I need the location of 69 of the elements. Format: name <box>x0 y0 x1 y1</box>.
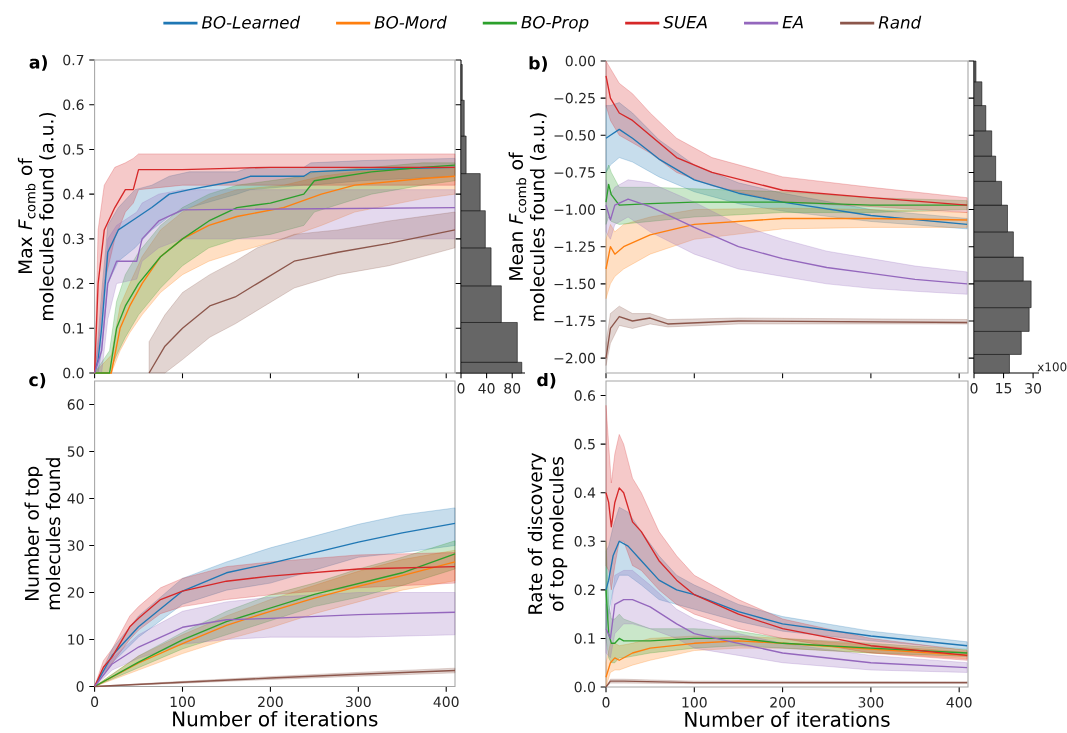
x-tick-label: 300 <box>858 697 884 708</box>
y-tick-label: 0.4 <box>574 487 596 498</box>
x-tick-label: 0 <box>602 697 610 708</box>
y-tick-label: 0.5 <box>63 144 84 155</box>
x-tick-label: 15 <box>996 383 1012 394</box>
y-tick-label: −1.75 <box>554 315 595 327</box>
y-tick-label: 0.1 <box>574 633 595 644</box>
y-tick-label: 20 <box>67 587 84 598</box>
x-axis-title: Number of iterations <box>173 710 378 727</box>
legend-label: EA <box>782 16 803 29</box>
chart-title: c) <box>29 372 46 389</box>
y-tick-label: 60 <box>67 399 84 410</box>
x-tick-label: 200 <box>770 697 795 708</box>
line-series <box>605 487 968 657</box>
y-tick-label: 0.3 <box>574 535 595 547</box>
legend-label: Rand <box>878 15 922 29</box>
x-tick-label: 0 <box>457 383 465 394</box>
y-tick-label: 0.4 <box>63 188 84 200</box>
line-series <box>605 589 968 654</box>
line-series <box>605 315 968 359</box>
x-tick-label: 30 <box>1025 383 1042 394</box>
y-axis-title: Number of top molecules found <box>24 458 61 610</box>
legend-label: SUEA <box>663 15 707 29</box>
y-tick-label: −2.00 <box>554 352 596 364</box>
x-tick-label: 200 <box>258 696 283 708</box>
y-tick-label: −0.75 <box>554 167 595 178</box>
y-tick-label: 0.0 <box>574 681 596 693</box>
x-tick-label: 0 <box>970 383 978 394</box>
x-tick-label: 100 <box>682 697 707 708</box>
x-axis-title: Number of iterations <box>685 711 890 727</box>
y-tick-label: −0.25 <box>554 92 595 104</box>
x-tick-label: 400 <box>946 697 972 708</box>
y-tick-label: 0 <box>76 681 84 692</box>
y-tick-label: 0.6 <box>574 390 596 401</box>
x-tick-label: 300 <box>346 696 371 708</box>
y-tick-label: 0.3 <box>63 233 84 245</box>
y-tick-label: 0.6 <box>63 99 84 111</box>
chart-title: a) <box>29 55 47 71</box>
legend-label: BO-Mord <box>374 15 447 29</box>
y-tick-label: 0.00 <box>565 55 596 67</box>
y-tick-label: 0.2 <box>63 278 84 289</box>
y-tick-label: −1.25 <box>554 241 595 252</box>
line-series <box>605 128 968 226</box>
line-series <box>605 598 968 669</box>
chart-title: d) <box>537 372 556 389</box>
y-tick-label: 0.7 <box>63 54 84 66</box>
y-tick-label: −1.00 <box>554 204 596 215</box>
y-tick-label: −0.50 <box>554 129 596 141</box>
x-tick-label: 0 <box>91 696 99 708</box>
y-tick-label: 50 <box>67 446 84 457</box>
y-tick-label: 30 <box>67 540 84 551</box>
line-series <box>605 198 968 285</box>
x-tick-label: 40 <box>478 383 495 394</box>
y-tick-label: −1.50 <box>554 278 596 290</box>
chart-title: b) <box>529 56 547 72</box>
y-tick-label: 0.1 <box>63 322 84 334</box>
x-tick-label: 80 <box>504 383 521 394</box>
annotation: x100 <box>1037 362 1067 372</box>
y-tick-label: 0.2 <box>574 584 595 596</box>
legend-label: BO-Learned <box>201 15 301 29</box>
legend-label: BO-Prop <box>521 15 589 32</box>
x-tick-label: 400 <box>433 696 459 708</box>
y-tick-label: 0.0 <box>63 367 84 379</box>
line-series <box>605 217 968 270</box>
y-tick-label: 10 <box>68 634 84 645</box>
x-tick-label: 100 <box>170 696 195 708</box>
y-tick-label: 0.5 <box>574 438 595 450</box>
y-tick-label: 40 <box>67 493 84 504</box>
y-axis-title: Rate of discovery of top molecules <box>527 453 568 614</box>
